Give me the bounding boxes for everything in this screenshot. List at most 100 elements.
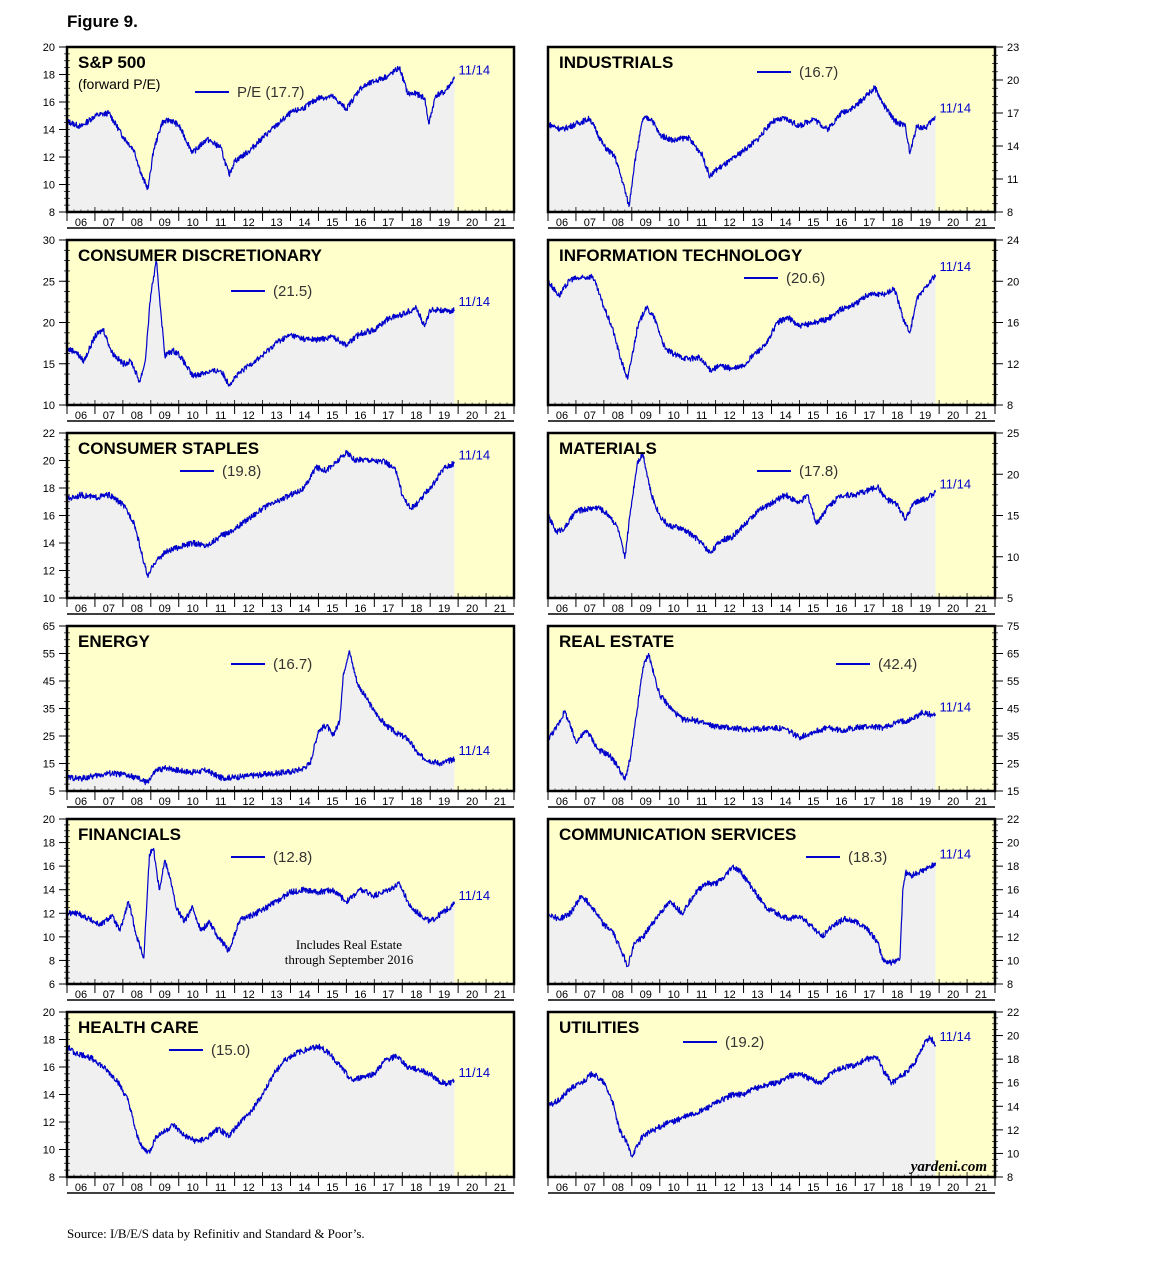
shaded-area (548, 274, 936, 405)
x-tick-label: 17 (382, 796, 394, 808)
x-tick-label: 07 (584, 1182, 596, 1194)
series-line (66, 650, 456, 786)
x-tick-label: 10 (668, 410, 680, 422)
y-tick-label: 65 (1007, 649, 1019, 661)
shaded-area (67, 450, 455, 598)
y-tick-label: 8 (1007, 979, 1013, 991)
x-tick-label: 09 (159, 796, 171, 808)
x-tick-label: 12 (723, 1182, 735, 1194)
x-tick-label: 20 (466, 410, 478, 422)
legend-label: (16.7) (273, 656, 312, 673)
y-tick-label: 25 (1007, 428, 1019, 440)
x-tick-label: 17 (382, 1182, 394, 1194)
x-tick-label: 14 (779, 989, 791, 1001)
x-tick-label: 12 (242, 217, 254, 229)
x-tick-label: 11 (696, 796, 707, 808)
y-tick-label: 20 (43, 814, 55, 826)
x-tick-label: 12 (242, 989, 254, 1001)
x-tick-label: 21 (975, 796, 987, 808)
x-tick-label: 20 (466, 796, 478, 808)
y-tick-label: 15 (43, 359, 55, 371)
y-tick-label: 20 (43, 318, 55, 330)
x-tick-label: 07 (103, 989, 115, 1001)
x-tick-label: 20 (466, 603, 478, 615)
x-tick-label: 09 (159, 603, 171, 615)
x-tick-label: 11 (696, 989, 707, 1001)
legend: (12.8) (231, 849, 312, 866)
series-line (66, 450, 456, 578)
x-tick-label: 15 (807, 410, 819, 422)
y-tick-label: 12 (43, 566, 55, 578)
x-tick-label: 10 (187, 410, 199, 422)
end-date-label: 11/14 (939, 1029, 971, 1044)
x-tick-label: 19 (919, 410, 931, 422)
x-tick-label: 20 (947, 1182, 959, 1194)
shaded-area (67, 66, 455, 212)
chart-title: COMMUNICATION SERVICES (559, 825, 796, 844)
x-tick-label: 13 (751, 410, 763, 422)
y-axis: 8 11 14 17 20 23 (992, 42, 1019, 219)
x-tick-label: 16 (354, 989, 366, 1001)
x-tick-label: 19 (438, 217, 450, 229)
legend: (20.6) (744, 270, 825, 287)
x-tick-label: 13 (751, 989, 763, 1001)
chart-title: REAL ESTATE (559, 632, 674, 651)
y-tick-label: 35 (1007, 731, 1019, 743)
x-tick-label: 14 (779, 217, 791, 229)
x-tick-label: 21 (975, 989, 987, 1001)
x-tick-label: 12 (723, 217, 735, 229)
y-tick-label: 25 (43, 731, 55, 743)
y-tick-label: 10 (1007, 552, 1019, 564)
y-tick-label: 6 (49, 979, 55, 991)
end-date-label: 11/14 (939, 476, 971, 491)
legend: (16.7) (757, 64, 838, 81)
x-tick-label: 06 (75, 796, 87, 808)
x-tick-label: 14 (779, 796, 791, 808)
chart-panel-real-estate: 15 25 35 45 55 65 75 06 07 08 09 10 11 12 13 14 15 16 17 18… (546, 621, 1019, 808)
y-tick-label: 16 (1007, 318, 1019, 330)
y-tick-label: 12 (43, 1117, 55, 1129)
x-tick-label: 12 (723, 603, 735, 615)
x-tick-label: 21 (494, 1182, 506, 1194)
y-tick-label: 15 (1007, 511, 1019, 523)
shaded-area (67, 848, 455, 984)
y-tick-label: 12 (43, 152, 55, 164)
end-date-label: 11/14 (458, 888, 490, 903)
y-tick-label: 8 (1007, 400, 1013, 412)
y-tick-label: 8 (1007, 207, 1013, 219)
x-tick-label: 21 (494, 603, 506, 615)
x-tick-label: 07 (103, 217, 115, 229)
x-tick-label: 10 (668, 1182, 680, 1194)
y-axis: 8 10 12 14 16 18 20 (43, 42, 70, 219)
end-date-label: 11/14 (458, 1065, 490, 1080)
y-tick-label: 25 (1007, 759, 1019, 771)
x-tick-label: 19 (438, 796, 450, 808)
x-tick-label: 11 (215, 410, 226, 422)
x-tick-label: 15 (807, 796, 819, 808)
legend: P/E (17.7) (195, 84, 305, 101)
x-tick-label: 11 (696, 410, 707, 422)
x-tick-label: 08 (612, 989, 624, 1001)
x-tick-label: 13 (751, 603, 763, 615)
series-line (66, 847, 456, 959)
y-axis: 10 15 20 25 30 (43, 235, 70, 412)
x-tick-label: 09 (159, 410, 171, 422)
y-tick-label: 14 (43, 538, 55, 550)
x-axis: 06 07 08 09 10 11 12 13 14 15 16 17 18 19 20 21 (66, 979, 515, 1001)
y-tick-label: 20 (1007, 469, 1019, 481)
x-tick-label: 07 (103, 1182, 115, 1194)
end-date-label: 11/14 (458, 743, 490, 758)
x-tick-label: 14 (298, 217, 310, 229)
x-tick-label: 07 (584, 796, 596, 808)
y-tick-label: 22 (1007, 1007, 1019, 1019)
x-tick-label: 08 (131, 1182, 143, 1194)
y-tick-label: 12 (1007, 932, 1019, 944)
x-tick-label: 18 (410, 603, 422, 615)
legend-label: (16.7) (799, 64, 838, 81)
x-tick-label: 17 (863, 796, 875, 808)
series-line (547, 1035, 937, 1158)
x-tick-label: 09 (640, 410, 652, 422)
x-tick-label: 07 (584, 989, 596, 1001)
y-axis: 5 15 25 35 45 55 65 (43, 621, 70, 798)
figure-title: Figure 9. (67, 12, 138, 31)
